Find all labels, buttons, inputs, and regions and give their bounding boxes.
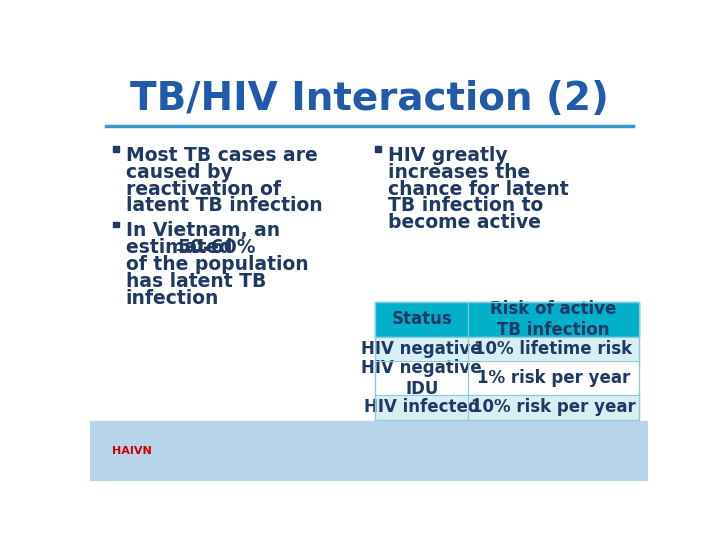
Text: infection: infection [126, 289, 219, 308]
Text: estimated: estimated [126, 238, 238, 257]
Text: latent TB infection: latent TB infection [126, 197, 323, 215]
Text: HIV negative
IDU: HIV negative IDU [361, 359, 482, 397]
Text: 10% risk per year: 10% risk per year [471, 399, 636, 416]
Text: increases the: increases the [387, 163, 530, 181]
Bar [90, 421, 648, 481]
Text: 50-60%: 50-60% [178, 238, 256, 257]
Text: Risk of active
TB infection: Risk of active TB infection [490, 300, 616, 339]
Bar [375, 361, 639, 395]
Bar [113, 222, 119, 227]
Text: Status: Status [392, 310, 452, 328]
Text: caused by: caused by [126, 163, 233, 181]
Text: chance for latent: chance for latent [387, 179, 568, 199]
Bar [375, 302, 639, 336]
Text: Most TB cases are: Most TB cases are [126, 146, 318, 165]
Text: become active: become active [387, 213, 541, 232]
Text: TB infection to: TB infection to [387, 197, 543, 215]
Text: reactivation of: reactivation of [126, 179, 281, 199]
Text: 1% risk per year: 1% risk per year [477, 369, 630, 387]
Text: HIV infected: HIV infected [364, 399, 480, 416]
Text: has latent TB: has latent TB [126, 272, 266, 291]
Text: of the population: of the population [126, 255, 308, 274]
Text: HAIVN: HAIVN [112, 446, 151, 456]
Text: 10% lifetime risk: 10% lifetime risk [474, 340, 632, 358]
Text: In Vietnam, an: In Vietnam, an [126, 221, 280, 240]
Bar [375, 336, 639, 361]
Bar [375, 302, 639, 420]
Bar [375, 146, 381, 152]
Text: TB/HIV Interaction (2): TB/HIV Interaction (2) [130, 80, 608, 118]
Bar [113, 146, 119, 152]
Text: HIV negative: HIV negative [361, 340, 482, 358]
Bar [375, 395, 639, 420]
Text: HIV greatly: HIV greatly [387, 146, 507, 165]
